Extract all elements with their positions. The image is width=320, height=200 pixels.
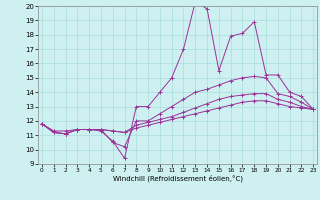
X-axis label: Windchill (Refroidissement éolien,°C): Windchill (Refroidissement éolien,°C) <box>113 175 243 182</box>
